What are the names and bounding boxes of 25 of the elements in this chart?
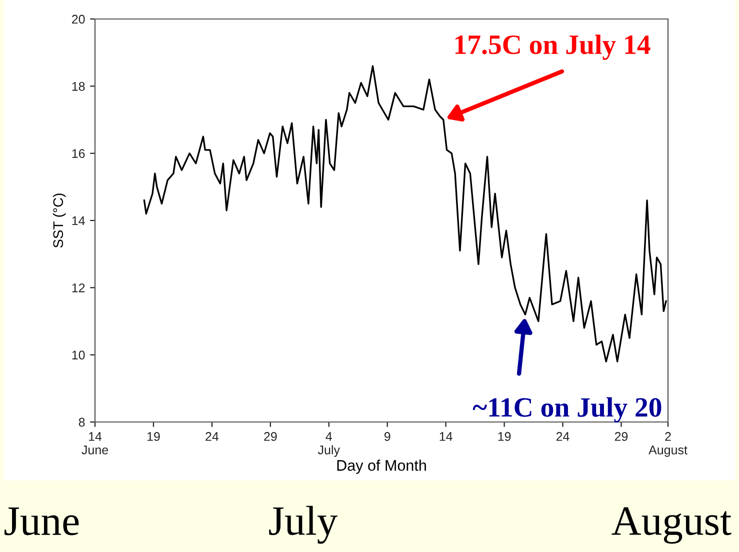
y-tick-label: 14 bbox=[72, 216, 85, 226]
x-tick-label: 9 bbox=[384, 432, 390, 441]
text: July bbox=[269, 506, 338, 544]
x-tick-label: 14 June bbox=[82, 432, 108, 454]
x-tick-label: 29 bbox=[614, 432, 628, 441]
text: August bbox=[612, 507, 732, 544]
y-tick-label: 20 bbox=[72, 14, 85, 24]
x-tick-label: 24 bbox=[556, 432, 570, 441]
y-axis-title: SST (°C) bbox=[52, 194, 66, 248]
x-tick-label: 24 bbox=[206, 432, 219, 441]
annotation: ~11C on July 20 bbox=[472, 397, 662, 423]
y-tick-label: 10 bbox=[72, 350, 85, 360]
annotation: 17.5C on July 14 bbox=[455, 34, 650, 60]
y-tick-label: 18 bbox=[72, 82, 85, 91]
y-tick-label: 16 bbox=[72, 149, 85, 158]
x-tick-label: 14 bbox=[440, 432, 452, 441]
x-tick-label: 2 August bbox=[648, 432, 688, 457]
x-tick-label: 19 bbox=[147, 432, 160, 441]
y-tick-label: 8 bbox=[78, 418, 85, 427]
x-tick-label: 4 July bbox=[318, 432, 340, 457]
y-tick-label: 12 bbox=[72, 283, 85, 292]
text: June bbox=[4, 508, 79, 536]
x-tick-label: 19 bbox=[498, 432, 511, 441]
x-axis-title: Day of Month bbox=[337, 460, 426, 474]
x-tick-label: 29 bbox=[264, 432, 277, 441]
